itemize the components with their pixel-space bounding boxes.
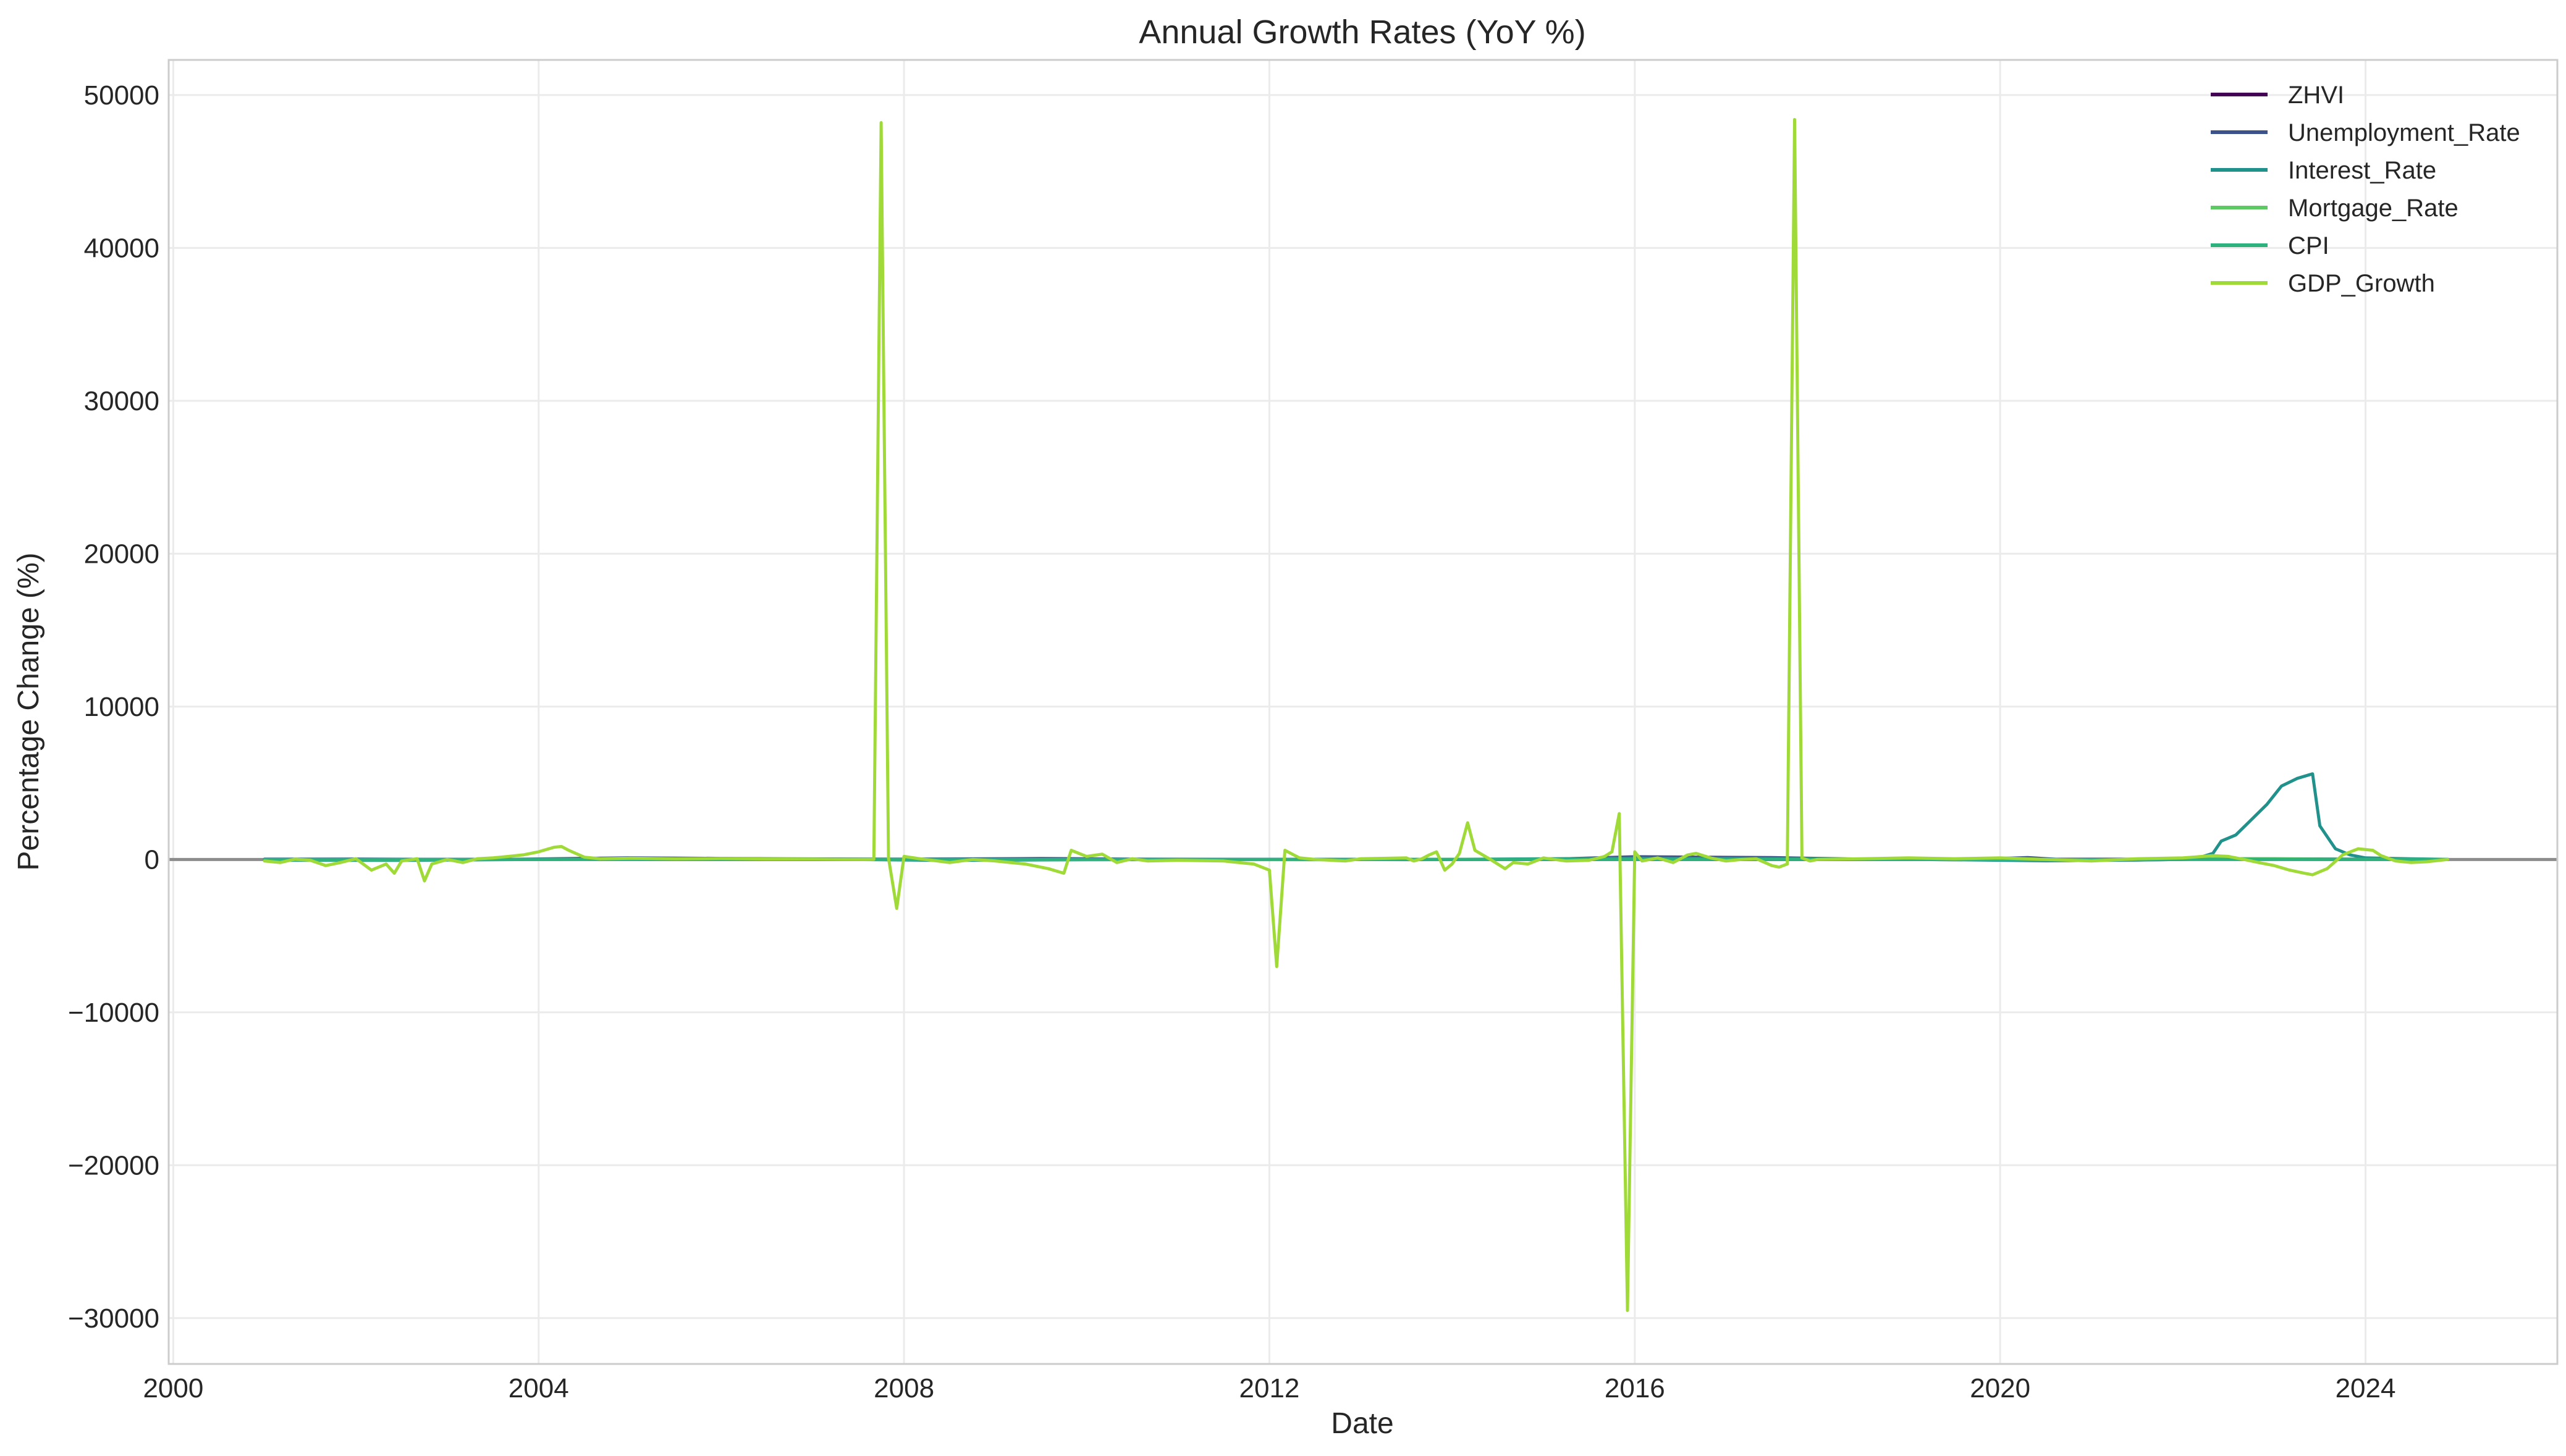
x-tick-label: 2008	[874, 1373, 934, 1403]
y-tick-label: 10000	[84, 692, 159, 722]
legend-label: Unemployment_Rate	[2288, 119, 2520, 146]
chart-title: Annual Growth Rates (YoY %)	[1139, 14, 1585, 51]
x-tick-label: 2012	[1239, 1373, 1300, 1403]
series-lines	[263, 118, 2450, 1312]
legend-label: CPI	[2288, 232, 2329, 259]
x-tick-label: 2004	[509, 1373, 569, 1403]
y-tick-label: 20000	[84, 539, 159, 569]
y-tick-label: 30000	[84, 386, 159, 416]
x-tick-label: 2016	[1605, 1373, 1665, 1403]
x-tick-label: 2020	[1970, 1373, 2030, 1403]
legend-label: GDP_Growth	[2288, 270, 2435, 297]
legend: ZHVI Unemployment_Rate Interest_Rate Mortga…	[2211, 82, 2520, 297]
x-tick-label: 2000	[143, 1373, 203, 1403]
y-tick-label: −10000	[68, 998, 159, 1028]
x-tick-labels: 2000 2004 2008 2012 2016 2020 2024	[143, 1373, 2395, 1403]
legend-label: ZHVI	[2288, 82, 2344, 109]
x-tick-label: 2024	[2336, 1373, 2396, 1403]
series-line-gdp-growth	[263, 118, 2450, 1312]
y-tick-label: 50000	[84, 80, 159, 111]
plot-frame	[167, 59, 2559, 1365]
y-tick-label: −30000	[68, 1303, 159, 1334]
legend-label: Mortgage_Rate	[2288, 195, 2458, 222]
y-tick-label: −20000	[68, 1150, 159, 1180]
y-axis-label: Percentage Change (%)	[12, 553, 45, 871]
y-tick-label: 0	[145, 844, 159, 875]
y-tick-labels: −30000 −20000 −10000 0 10000 20000 30000 40000 5…	[68, 80, 159, 1334]
plot-area	[169, 60, 2557, 1364]
y-tick-label: 40000	[84, 233, 159, 263]
legend-label: Interest_Rate	[2288, 157, 2436, 184]
x-axis-label: Date	[1331, 1407, 1393, 1440]
